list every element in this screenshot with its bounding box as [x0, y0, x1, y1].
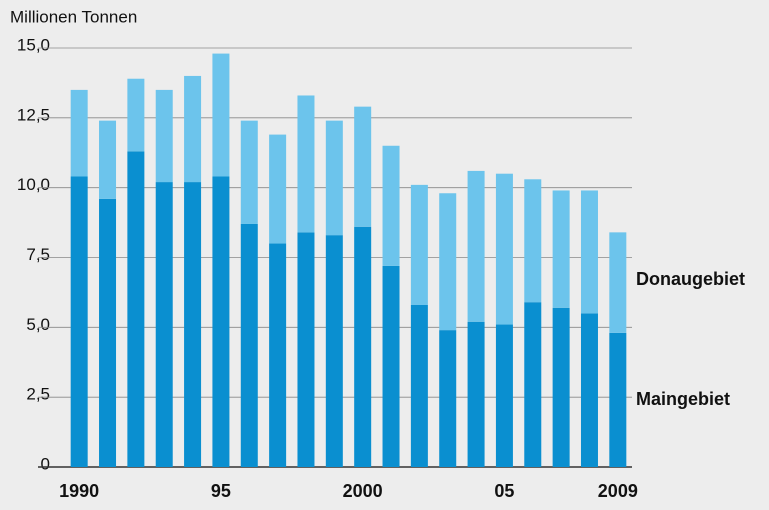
y-tick-label: 7,5	[26, 245, 50, 264]
bar-segment	[155, 182, 173, 467]
bar-segment	[127, 151, 145, 467]
y-tick-label: 15,0	[17, 35, 50, 54]
bar-segment	[184, 75, 202, 183]
bar-segment	[212, 53, 230, 177]
bar-segment	[382, 145, 400, 266]
bar-segment	[240, 120, 258, 224]
bar-segment	[99, 120, 117, 199]
y-tick-label: 2,5	[26, 385, 50, 404]
bar-segment	[410, 184, 428, 305]
bar-segment	[439, 330, 457, 467]
bar-segment	[354, 226, 372, 467]
bar-segment	[240, 223, 258, 467]
bar-segment	[552, 307, 570, 467]
series-label: Donaugebiet	[636, 269, 745, 289]
bar-segment	[609, 332, 627, 467]
bar-segment	[524, 302, 542, 467]
bar-segment	[495, 324, 513, 467]
bar-segment	[467, 170, 485, 322]
bar-segment	[269, 243, 287, 467]
bar-segment	[70, 176, 88, 467]
y-tick-label: 12,5	[17, 105, 50, 124]
x-tick-label: 05	[494, 481, 514, 501]
bar-segment	[297, 95, 315, 233]
y-tick-label: 10,0	[17, 175, 50, 194]
y-tick-label: 0	[41, 454, 50, 473]
bar-segment	[467, 321, 485, 467]
bar-segment	[580, 313, 598, 467]
bar-segment	[552, 190, 570, 308]
bar-segment	[155, 89, 173, 183]
bar-segment	[325, 120, 343, 236]
bar-segment	[354, 106, 372, 227]
bar-segment	[410, 304, 428, 467]
x-tick-label: 2009	[598, 481, 638, 501]
bar-segment	[609, 232, 627, 333]
bar-segment	[382, 265, 400, 467]
bar-segment	[297, 232, 315, 467]
bar-segment	[524, 179, 542, 303]
bar-segment	[99, 198, 117, 467]
y-axis-label: Millionen Tonnen	[10, 7, 137, 26]
bar-segment	[127, 78, 145, 152]
bar-segment	[269, 134, 287, 244]
bar-segment	[212, 176, 230, 467]
bar-segment	[580, 190, 598, 314]
x-tick-label: 2000	[343, 481, 383, 501]
x-tick-label: 1990	[59, 481, 99, 501]
bar-segment	[325, 235, 343, 467]
x-tick-label: 95	[211, 481, 231, 501]
bar-segment	[439, 193, 457, 331]
bar-segment	[184, 182, 202, 467]
series-label: Maingebiet	[636, 389, 730, 409]
bar-segment	[495, 173, 513, 325]
bar-segment	[70, 89, 88, 177]
y-tick-label: 5,0	[26, 315, 50, 334]
